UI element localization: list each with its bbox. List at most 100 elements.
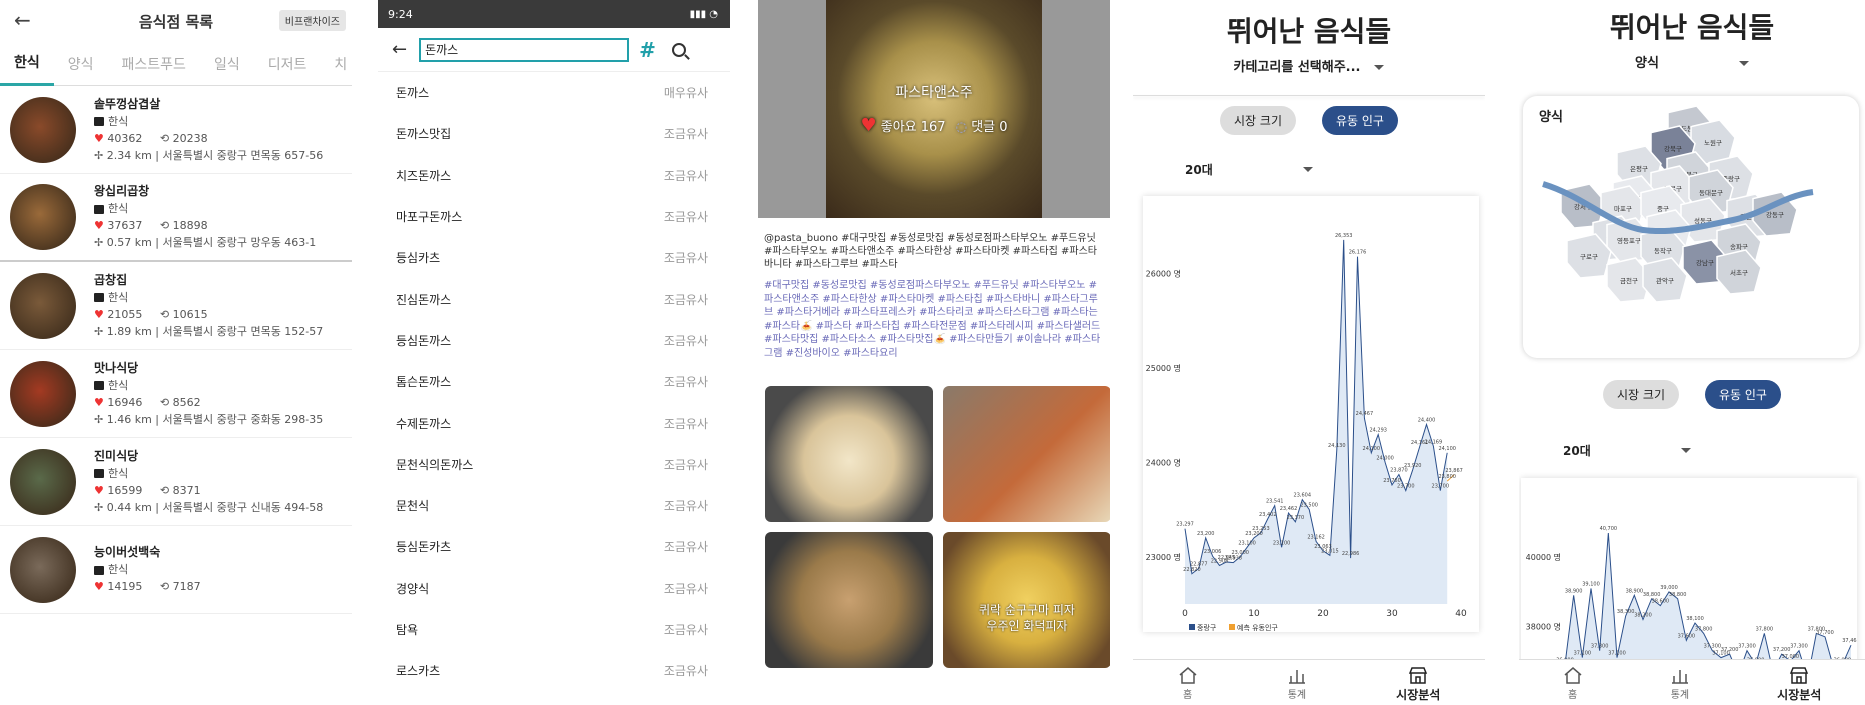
search-result-row[interactable]: 톰슨돈까스 조금유사: [378, 361, 730, 402]
page-title: 음식점 목록: [138, 12, 214, 31]
search-icon[interactable]: [671, 42, 686, 57]
photo-sweet-potato-pizza[interactable]: 퀴락 순구구마 피자 우주인 화덕피자: [943, 532, 1110, 668]
nav-home[interactable]: 홈: [1178, 660, 1198, 705]
floating-population-button[interactable]: 유동 인구: [1705, 380, 1781, 409]
floating-population-button[interactable]: 유동 인구: [1322, 106, 1398, 135]
data-label: 22,877: [1190, 561, 1208, 567]
district-label: 은평구: [1630, 164, 1648, 173]
restaurant-stats-row: ♥ 16599 ⟲ 8371: [94, 482, 323, 499]
nav-home[interactable]: 홈: [1563, 660, 1583, 705]
search-result-row[interactable]: 문천식 조금유사: [378, 485, 730, 526]
data-label: 37,300: [1704, 644, 1722, 650]
data-label: 24,000: [1376, 455, 1394, 461]
search-result-row[interactable]: 로스카츠 조금유사: [378, 650, 730, 691]
age-select[interactable]: 20대: [1185, 159, 1485, 178]
search-result-row[interactable]: 등심돈카츠 조금유사: [378, 526, 730, 567]
restaurant-distance: 0.44 km: [106, 500, 152, 514]
district-shape[interactable]: [1716, 249, 1762, 295]
data-label: 23,462: [1280, 506, 1298, 512]
nav-market[interactable]: 시장분석: [1777, 660, 1821, 705]
search-result-row[interactable]: 돈까스맛집 조금유사: [378, 113, 730, 154]
district-shape[interactable]: [1606, 257, 1652, 303]
data-label: 37,000: [1782, 654, 1800, 660]
data-label: 23,500: [1300, 503, 1318, 509]
nav-stats[interactable]: 통계: [1287, 660, 1307, 705]
restaurant-row[interactable]: 솥뚜껑삼겹살 한식 ♥ 40362 ⟲ 20238 ✢ 2.34 km | 서울…: [0, 86, 352, 174]
seoul-district-map[interactable]: 도봉구노원구강북구은평구성북구중랑구종로구동대문구서대문구강서구마포구중구광진구…: [1523, 96, 1859, 358]
search-result-row[interactable]: 수제돈까스 조금유사: [378, 402, 730, 443]
search-result-row[interactable]: 탐욕 조금유사: [378, 609, 730, 650]
heart-icon[interactable]: ♥: [860, 115, 877, 136]
comment-icon[interactable]: ◌: [955, 120, 968, 135]
tab-korean[interactable]: 한식: [0, 42, 54, 86]
heart-icon: ♥: [94, 580, 104, 593]
tab-western[interactable]: 양식: [67, 56, 94, 73]
y-tick-label: 25000 명: [1146, 363, 1181, 373]
search-result-row[interactable]: 마포구돈까스 조금유사: [378, 196, 730, 237]
franchise-filter-button[interactable]: 비프랜차이즈: [278, 10, 346, 31]
category-icon: [94, 204, 104, 214]
search-result-row[interactable]: 진심돈까스 조금유사: [378, 278, 730, 319]
data-label: 38,900: [1565, 588, 1583, 594]
restaurant-row[interactable]: 진미식당 한식 ♥ 16599 ⟲ 8371 ✢ 0.44 km | 서울특별시…: [0, 438, 352, 526]
tab-japanese[interactable]: 일식: [213, 56, 240, 73]
search-result-row[interactable]: 등심돈까스 조금유사: [378, 320, 730, 361]
restaurant-address: 서울특별시 중랑구 망우동 463-1: [162, 236, 317, 249]
photo-rose-pasta[interactable]: [765, 532, 933, 668]
tab-dessert[interactable]: 디저트: [267, 56, 307, 73]
search-result-row[interactable]: 문천식의돈까스 조금유사: [378, 444, 730, 485]
tab-fastfood[interactable]: 패스트푸드: [121, 56, 186, 73]
y-tick-label: 23000 명: [1146, 552, 1181, 562]
restaurant-distance: 2.34 km: [106, 148, 152, 162]
back-arrow-icon[interactable]: ←: [14, 8, 31, 32]
search-input[interactable]: [419, 37, 630, 62]
hero-image[interactable]: 파스타앤소주 ♥ 좋아요 167 ◌ 댓글 0: [758, 0, 1110, 218]
market-size-button[interactable]: 시장 크기: [1220, 106, 1296, 135]
data-label: 38,800: [1643, 592, 1661, 598]
data-label: 22,986: [1342, 551, 1360, 557]
nav-stats[interactable]: 통계: [1670, 660, 1690, 705]
restaurant-row[interactable]: 능이버섯백숙 한식 ♥ 14195 ⟲ 7187: [0, 526, 352, 614]
restaurant-row[interactable]: 맛나식당 한식 ♥ 16946 ⟲ 8562 ✢ 1.46 km | 서울특별시…: [0, 350, 352, 438]
store-icon: [1409, 667, 1428, 684]
market-size-button[interactable]: 시장 크기: [1603, 380, 1679, 409]
nav-market[interactable]: 시장분석: [1396, 660, 1440, 705]
photo-spicy-pasta[interactable]: [943, 386, 1110, 522]
district-shape[interactable]: [1566, 233, 1612, 279]
restaurant-row[interactable]: 왕십리곱창 한식 ♥ 37637 ⟲ 18898 ✢ 0.57 km | 서울특…: [0, 174, 352, 262]
category-select[interactable]: 카테고리를 선택해주...: [1133, 56, 1485, 75]
walk-icon: ✢: [94, 412, 104, 426]
district-shape[interactable]: [1752, 191, 1798, 237]
chevron-down-icon: [1302, 167, 1313, 172]
category-select[interactable]: 양식: [1519, 52, 1865, 71]
restaurant-list-screen: ← 음식점 목록 비프랜차이즈 한식 양식 패스트푸드 일식 디저트 치 솥뚜껑…: [0, 0, 352, 705]
district-label: 강북구: [1664, 144, 1682, 153]
search-result-row[interactable]: 돈까스 매우유사: [378, 72, 730, 113]
restaurant-location-row: ✢ 0.57 km | 서울특별시 중랑구 망우동 463-1: [94, 236, 317, 249]
photo-cream-pasta[interactable]: [765, 386, 933, 522]
result-similarity: 조금유사: [663, 251, 708, 266]
result-name: 문천식: [396, 499, 430, 514]
age-select-value: 20대: [1563, 444, 1591, 458]
search-result-row[interactable]: 경양식 조금유사: [378, 568, 730, 609]
han-river: [1542, 181, 1814, 235]
restaurant-photo: [10, 360, 76, 427]
back-arrow-icon[interactable]: ←: [392, 39, 408, 60]
category-icon: [94, 117, 104, 126]
heart-icon: ♥: [94, 219, 104, 232]
tab-chicken[interactable]: 치: [334, 56, 348, 73]
restaurant-views: 7187: [172, 580, 201, 593]
restaurant-views: 20238: [172, 131, 208, 145]
restaurant-row[interactable]: 곱창집 한식 ♥ 21055 ⟲ 10615 ✢ 1.89 km | 서울특별시…: [0, 262, 352, 350]
district-label: 영등포구: [1617, 236, 1641, 245]
data-label: 26,176: [1349, 250, 1367, 256]
hashtag-icon[interactable]: #: [639, 37, 656, 62]
restaurant-stats-row: ♥ 21055 ⟲ 10615: [94, 306, 323, 323]
search-result-row[interactable]: 등심카츠 조금유사: [378, 237, 730, 278]
age-select[interactable]: 20대: [1563, 440, 1691, 459]
population-line-chart: 26000 명 25000 명 24000 명 23000 명 0 10 20 30 40 23,…: [1146, 233, 1467, 632]
search-result-row[interactable]: 치즈돈까스 조금유사: [378, 155, 730, 196]
district-shape[interactable]: [1642, 257, 1688, 303]
result-name: 치즈돈까스: [396, 168, 452, 183]
chevron-down-icon: [1680, 448, 1691, 453]
